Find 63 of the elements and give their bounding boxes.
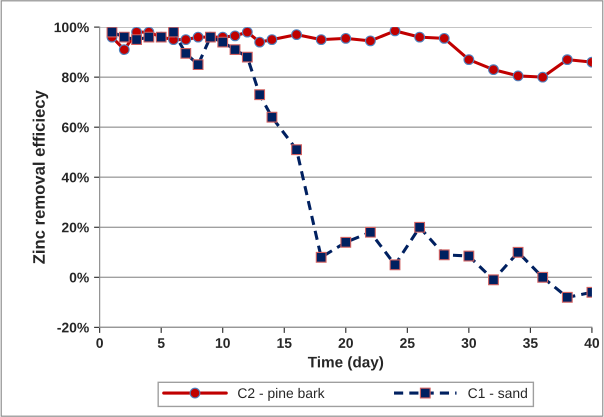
point [364,35,376,46]
point [254,36,266,48]
point [242,27,253,38]
point [106,27,118,38]
point [168,27,179,38]
point [340,236,352,248]
point [266,112,278,123]
y-tick-label: 80% [62,72,89,82]
point [537,72,548,83]
point [118,32,130,43]
y-tick-label: -20% [57,322,89,333]
point [562,54,573,66]
x-tick-label: 10 [216,338,230,348]
point [192,59,204,70]
point [414,32,426,43]
y-tick-label: 20% [62,222,89,232]
y-tick-label: 0% [70,272,89,282]
legend-label: C1 - sand [468,388,527,398]
y-tick-label: 100% [54,22,89,32]
point [512,246,524,258]
point [291,144,302,156]
point [512,70,524,82]
point [390,259,400,270]
point [180,48,192,59]
legend-label: C2 - pine bark [238,388,325,401]
point [230,30,240,42]
point [316,252,327,263]
point [217,36,228,48]
point [230,44,240,56]
point [340,32,352,44]
point [242,52,253,63]
point [463,250,474,262]
point [463,54,474,66]
x-tick-label: 5 [158,338,165,348]
point [562,292,573,303]
x-tick-label: 25 [400,338,415,348]
point [488,274,499,286]
x-tick-label: 35 [522,338,538,348]
point [316,34,327,46]
point [291,29,302,40]
x-tick-label: 15 [277,338,292,348]
point [254,89,266,100]
y-tick-label: 40% [62,172,89,182]
x-tick-label: 20 [338,338,353,348]
point [364,226,376,238]
point [266,34,278,46]
y-tick-label: 60% [62,122,89,132]
point [488,64,499,76]
point [414,222,426,233]
point [118,44,130,56]
point [438,249,450,260]
x-tick-label: 30 [461,338,476,348]
x-tick-label: 0 [96,338,103,348]
point [131,34,142,46]
point [390,27,400,36]
point [438,32,450,44]
x-axis-title: Time (day) [308,356,384,371]
y-axis-title: Zinc removal efficiecy [32,90,48,264]
x-tick-label: 40 [584,338,600,348]
point [537,272,548,283]
point [192,32,204,43]
point [143,32,154,43]
point [180,34,192,46]
